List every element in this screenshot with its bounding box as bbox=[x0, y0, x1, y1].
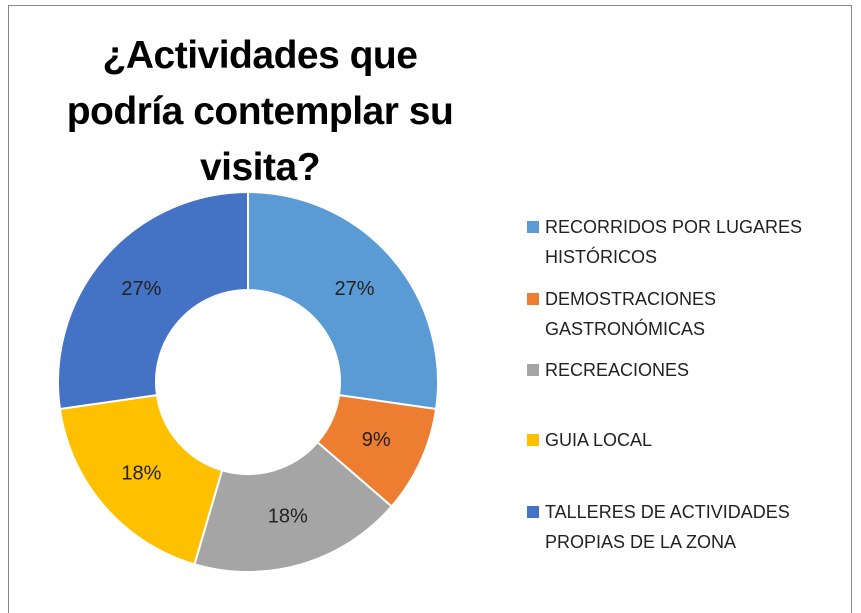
data-label: 18% bbox=[268, 506, 308, 528]
data-label: 27% bbox=[335, 278, 375, 300]
legend-entry: RECORRIDOS POR LUGARES HISTÓRICOS bbox=[527, 212, 837, 272]
legend-entry: RECREACIONES bbox=[527, 355, 837, 385]
donut-slice bbox=[58, 393, 224, 566]
legend-entry: TALLERES DE ACTIVIDADES PROPIAS DE LA ZO… bbox=[527, 497, 837, 557]
legend-label: DEMOSTRACIONES GASTRONÓMICAS bbox=[545, 289, 717, 339]
legend-swatch bbox=[527, 506, 539, 518]
legend-swatch bbox=[527, 293, 539, 305]
legend-swatch bbox=[527, 221, 539, 233]
donut-slice bbox=[247, 190, 439, 411]
legend-label: GUIA LOCAL bbox=[545, 430, 653, 450]
data-label: 27% bbox=[121, 278, 161, 300]
legend-swatch bbox=[527, 434, 539, 446]
legend-label: RECREACIONES bbox=[545, 360, 690, 380]
legend-entry: DEMOSTRACIONES GASTRONÓMICAS bbox=[527, 284, 837, 344]
donut-slice bbox=[57, 190, 249, 411]
donut-slice bbox=[193, 440, 394, 573]
data-label: 9% bbox=[362, 429, 391, 451]
legend-swatch bbox=[527, 364, 539, 376]
chart-frame bbox=[8, 5, 852, 613]
chart-title: ¿Actividades que podría contemplar su vi… bbox=[66, 34, 454, 189]
legend-label: TALLERES DE ACTIVIDADES PROPIAS DE LA ZO… bbox=[545, 502, 790, 552]
legend-label: RECORRIDOS POR LUGARES HISTÓRICOS bbox=[545, 217, 803, 267]
data-label: 18% bbox=[121, 463, 161, 485]
legend-entry: GUIA LOCAL bbox=[527, 425, 837, 455]
